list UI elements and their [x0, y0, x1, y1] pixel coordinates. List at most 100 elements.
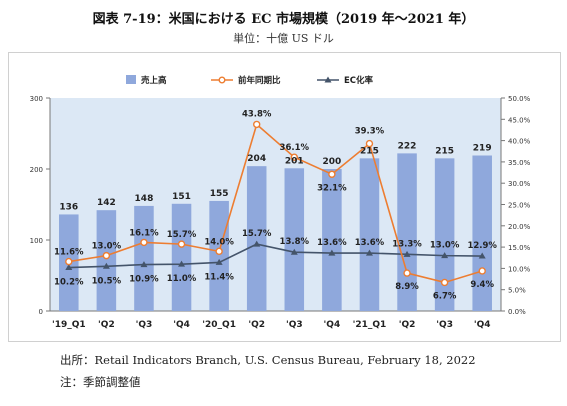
yoy-growth-point	[140, 238, 148, 247]
ec-rate-point	[328, 249, 336, 256]
x-tick-label: '19_Q1	[52, 320, 86, 330]
legend-bar-swatch	[126, 75, 136, 84]
yoy-growth-point	[102, 251, 111, 260]
right-axis-tick-label: 5.0%	[508, 287, 526, 295]
legend-yoy-label: 前年同期比	[238, 75, 281, 86]
bar-value-label: 201	[285, 156, 304, 166]
bar-value-label: 155	[210, 189, 229, 199]
ec-rate-value-label: 12.9%	[467, 241, 497, 251]
left-axis-tick-label: 300	[30, 95, 43, 103]
x-tick-label: 'Q2	[98, 320, 115, 330]
bar-value-label: 136	[59, 202, 78, 212]
legend-ec-label: EC化率	[344, 75, 374, 86]
yoy-value-label: 11.6%	[54, 248, 84, 258]
ec-rate-point	[478, 252, 486, 259]
right-axis-tick-label: 30.0%	[508, 180, 531, 188]
yoy-growth-point	[440, 278, 449, 287]
bar-value-label: 215	[435, 146, 454, 156]
ec-rate-point	[290, 248, 298, 255]
yoy-value-label: 15.7%	[167, 230, 197, 240]
left-axis-tick-label: 0	[39, 308, 43, 316]
right-axis-tick-label: 40.0%	[508, 138, 531, 146]
x-tick-label: 'Q4	[474, 320, 491, 330]
legend-ec-marker	[324, 76, 332, 83]
ec-rate-point	[215, 258, 223, 265]
yoy-value-label: 9.4%	[470, 280, 494, 290]
yoy-growth-point	[215, 247, 223, 256]
ec-rate-point	[441, 252, 449, 259]
bar	[96, 210, 117, 311]
yoy-value-label: 14.0%	[204, 237, 234, 247]
ec-rate-value-label: 13.3%	[392, 239, 422, 249]
bar	[284, 168, 305, 311]
yoy-growth-point	[328, 170, 336, 178]
bar-value-label: 215	[360, 146, 379, 156]
ec-rate-point	[102, 262, 110, 269]
yoy-growth-point	[177, 240, 186, 248]
source-note: 出所：Retail Indicators Branch, U.S. Census…	[60, 353, 476, 367]
ec-rate-value-label: 13.0%	[430, 241, 460, 251]
ec-rate-point	[365, 249, 373, 256]
x-tick-label: 'Q2	[399, 320, 416, 330]
bar	[246, 166, 267, 311]
footnote: 注：季節調整値	[60, 375, 141, 389]
bar	[397, 153, 417, 311]
plot-area	[50, 98, 501, 311]
right-axis-tick-label: 25.0%	[508, 202, 531, 210]
yoy-value-label: 13.0%	[92, 242, 122, 252]
bar	[359, 158, 380, 311]
right-axis-tick-label: 15.0%	[508, 244, 531, 252]
bar	[434, 158, 455, 311]
yoy-value-label: 6.7%	[433, 291, 457, 301]
legend-yoy-marker	[218, 76, 226, 84]
ec-rate-value-label: 13.6%	[355, 238, 385, 248]
x-tick-label: 'Q2	[248, 320, 265, 330]
bar-value-label: 148	[135, 194, 154, 204]
ec-rate-value-label: 10.2%	[54, 278, 84, 288]
legend-bar-label: 売上高	[140, 75, 167, 86]
x-tick-label: 'Q3	[286, 320, 303, 330]
x-tick-label: 'Q3	[136, 320, 153, 330]
bar-value-label: 219	[473, 144, 492, 154]
bar-value-label: 204	[247, 154, 266, 164]
yoy-growth-point	[290, 153, 298, 161]
ec-rate-point	[403, 250, 411, 257]
yoy-value-label: 36.1%	[280, 143, 310, 153]
right-axis-tick-label: 50.0%	[508, 95, 531, 103]
right-axis-tick-label: 10.0%	[508, 265, 531, 273]
bar	[134, 205, 154, 311]
x-tick-label: 'Q4	[173, 320, 190, 330]
yoy-value-label: 8.9%	[395, 282, 419, 292]
ec-rate-point	[178, 260, 186, 267]
yoy-growth-point	[65, 257, 73, 266]
ec-rate-value-label: 10.5%	[92, 276, 122, 286]
chart-subtitle: 単位：十億 US ドル	[233, 32, 334, 45]
yoy-growth-point	[403, 269, 411, 277]
x-tick-label: '20_Q1	[202, 320, 236, 330]
right-axis-tick-label: 45.0%	[508, 116, 531, 124]
bar-value-label: 200	[322, 157, 341, 167]
ec-rate-point	[140, 261, 148, 268]
bar	[322, 169, 342, 311]
left-axis-tick-label: 200	[30, 166, 43, 174]
chart-title: 図表 7-19：米国における EC 市場規模（2019 年〜2021 年）	[92, 12, 475, 27]
ec-rate-point	[65, 264, 73, 271]
yoy-growth-point	[478, 267, 486, 275]
ec-rate-value-label: 11.4%	[204, 272, 234, 282]
bar-value-label: 151	[172, 192, 191, 202]
bar	[171, 203, 192, 311]
left-axis-tick-label: 100	[30, 237, 43, 245]
right-axis-tick-label: 0.0%	[508, 308, 526, 316]
yoy-growth-point	[253, 120, 261, 129]
ec-rate-value-label: 15.7%	[242, 229, 272, 239]
right-axis-tick-label: 35.0%	[508, 159, 531, 167]
chart-panel: 0 100 200 300 0.0% 5.0% 10.0% 15.0% 20.0% 25.0% 30…	[8, 52, 561, 342]
ec-rate-value-label: 11.0%	[167, 274, 197, 284]
x-tick-label: 'Q4	[324, 320, 341, 330]
bar	[209, 200, 229, 311]
bar-value-label: 222	[398, 141, 417, 151]
yoy-value-label: 32.1%	[317, 183, 347, 193]
chart-svg: 0 100 200 300 0.0% 5.0% 10.0% 15.0% 20.0% 25.0% 30…	[30, 75, 531, 330]
yoy-value-label: 16.1%	[129, 228, 159, 238]
ec-rate-value-label: 13.6%	[317, 238, 347, 248]
